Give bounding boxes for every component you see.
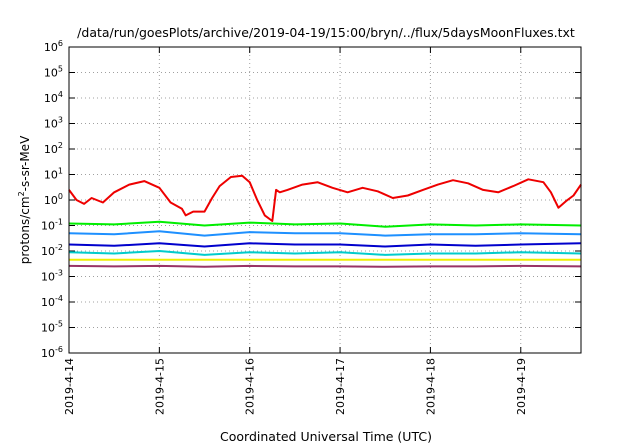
y-tick-label: 10-6 bbox=[41, 345, 63, 360]
y-axis-label-superscript: 2 bbox=[17, 191, 26, 196]
series-line-4 bbox=[68, 242, 582, 248]
y-tick-label: 100 bbox=[44, 192, 63, 207]
y-tick-label-base: 10 bbox=[44, 41, 58, 54]
y-tick-label: 10-3 bbox=[41, 269, 63, 284]
y-tick-label-exponent: 1 bbox=[58, 167, 63, 176]
y-axis-label-rest: -s-sr-MeV bbox=[18, 135, 32, 191]
y-tick-label-base: 10 bbox=[44, 169, 58, 182]
y-tick-label-exponent: -1 bbox=[55, 218, 63, 227]
x-tick-label: 2019-4-14 bbox=[63, 358, 76, 415]
y-tick-label-exponent: -3 bbox=[55, 269, 63, 278]
x-axis-ticks: 2019-4-14 2019-4-15 2019-4-16 2019-4-17 2019… bbox=[63, 47, 528, 415]
x-tick-label: 2019-4-18 bbox=[424, 358, 437, 415]
y-tick-label-exponent: -5 bbox=[55, 320, 63, 329]
y-tick-label: 106 bbox=[44, 39, 63, 54]
y-tick-label-exponent: 3 bbox=[58, 116, 63, 125]
y-tick-label-exponent: 5 bbox=[58, 65, 63, 74]
y-tick-label-base: 10 bbox=[44, 67, 58, 80]
y-tick-label-exponent: -4 bbox=[55, 294, 63, 303]
y-tick-label-base: 10 bbox=[41, 271, 55, 284]
y-tick-label-base: 10 bbox=[41, 347, 55, 360]
y-tick-label-base: 10 bbox=[44, 143, 58, 156]
plot-frame bbox=[68, 46, 582, 354]
series-line-2 bbox=[68, 220, 582, 228]
x-axis-label: Coordinated Universal Time (UTC) bbox=[220, 429, 432, 444]
y-tick-label-exponent: 0 bbox=[58, 192, 63, 201]
y-tick-label-exponent: 6 bbox=[58, 39, 63, 48]
y-tick-label-base: 10 bbox=[41, 296, 55, 309]
series-line-3 bbox=[68, 230, 582, 237]
y-tick-label: 105 bbox=[44, 65, 63, 80]
y-axis-label: protons/cm2-s-sr-MeV bbox=[17, 135, 32, 264]
x-tick-label: 2019-4-16 bbox=[244, 358, 257, 415]
y-tick-label-base: 10 bbox=[44, 92, 58, 105]
y-tick-label-exponent: -6 bbox=[55, 345, 63, 354]
y-tick-label-base: 10 bbox=[41, 245, 55, 258]
y-tick-label: 10-4 bbox=[41, 294, 63, 309]
y-tick-label: 10-1 bbox=[41, 218, 63, 233]
series-line-5 bbox=[68, 250, 582, 256]
y-tick-label: 104 bbox=[44, 90, 63, 105]
y-tick-label-exponent: 2 bbox=[58, 141, 63, 150]
y-tick-label-base: 10 bbox=[44, 118, 58, 131]
grid bbox=[69, 47, 581, 353]
y-tick-label-exponent: 4 bbox=[58, 90, 63, 99]
x-tick-label: 2019-4-19 bbox=[515, 358, 528, 415]
y-tick-label-exponent: -2 bbox=[55, 243, 63, 252]
y-tick-label: 102 bbox=[44, 141, 63, 156]
y-tick-label: 101 bbox=[44, 167, 63, 182]
series-line-1 bbox=[68, 174, 582, 222]
series-line-7 bbox=[68, 264, 582, 268]
y-tick-label: 103 bbox=[44, 116, 63, 131]
y-axis-label-main: protons/cm bbox=[18, 196, 32, 264]
chart-title: /data/run/goesPlots/archive/2019-04-19/1… bbox=[77, 25, 575, 40]
y-axis-ticks: 10-610-510-410-310-210-11001011021031041… bbox=[41, 39, 581, 360]
x-tick-label: 2019-4-15 bbox=[153, 358, 166, 415]
y-tick-label-base: 10 bbox=[41, 322, 55, 335]
y-tick-label: 10-5 bbox=[41, 320, 63, 335]
y-tick-label-base: 10 bbox=[41, 220, 55, 233]
x-tick-label: 2019-4-17 bbox=[334, 358, 347, 415]
series-group bbox=[68, 174, 582, 268]
y-tick-label-base: 10 bbox=[44, 194, 58, 207]
y-tick-label: 10-2 bbox=[41, 243, 63, 258]
